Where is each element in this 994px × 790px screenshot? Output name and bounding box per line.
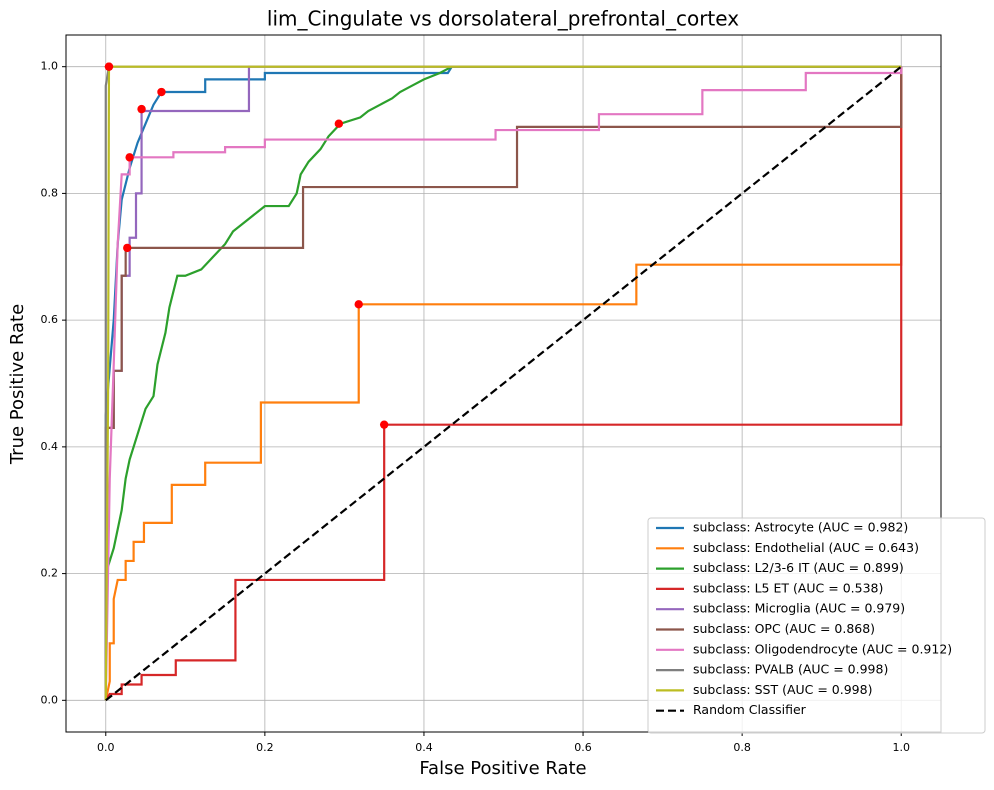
x-tick-label: 0.2 [256,741,274,754]
legend-label: subclass: Microglia (AUC = 0.979) [693,601,905,616]
legend-box [647,517,986,734]
y-tick-label: 0.0 [41,693,59,706]
y-tick-label: 0.8 [41,186,59,199]
legend-label: subclass: OPC (AUC = 0.868) [693,621,875,636]
roc-curve [104,65,902,701]
threshold-point [157,87,166,97]
legend-label: Random Classifier [693,702,807,717]
y-axis-label: True Positive Rate [7,304,28,465]
legend-label: subclass: Astrocyte (AUC = 0.982) [693,520,908,535]
chart-title: lim_Cingulate vs dorsolateral_prefrontal… [267,7,739,31]
roc-curve [104,66,903,701]
threshold-point [104,62,114,71]
legend-label: subclass: Oligodendrocyte (AUC = 0.912) [693,641,952,656]
roc-curve [104,66,903,701]
x-tick-label: 0.8 [733,741,751,754]
threshold-point [137,104,146,114]
legend-label: subclass: L2/3-6 IT (AUC = 0.899) [693,560,904,575]
threshold-point [125,153,134,162]
threshold-point [379,420,389,429]
x-tick-label: 0.4 [415,741,433,754]
y-tick-label: 0.2 [41,567,59,580]
roc-curve [105,65,902,702]
threshold-point [354,300,363,309]
threshold-point [123,243,132,253]
plot-frame [65,34,942,733]
y-tick-label: 0.4 [41,440,59,453]
legend-label: subclass: SST (AUC = 0.998) [693,682,872,697]
roc-curve [104,66,903,701]
threshold-point [334,119,344,128]
legend-label: subclass: Endothelial (AUC = 0.643) [693,540,919,555]
y-tick-label: 0.6 [41,313,59,326]
legend-label: subclass: L5 ET (AUC = 0.538) [693,580,883,595]
x-axis-label: False Positive Rate [419,758,586,779]
y-tick-label: 1.0 [41,60,59,73]
roc-curve [104,66,903,701]
x-tick-label: 0.0 [97,741,115,754]
x-tick-label: 0.6 [574,741,592,754]
roc-curve [104,65,902,701]
x-tick-label: 1.0 [892,741,910,754]
legend-label: subclass: PVALB (AUC = 0.998) [693,662,888,677]
